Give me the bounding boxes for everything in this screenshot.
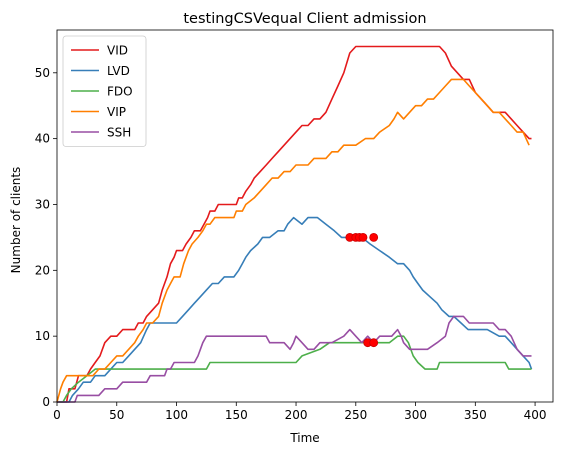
x-tick-label: 400 <box>524 408 547 422</box>
marker-point <box>370 233 378 241</box>
legend-label-lvd: LVD <box>107 64 130 78</box>
marker-point <box>370 339 378 347</box>
x-tick-label: 50 <box>109 408 124 422</box>
y-axis-label: Number of clients <box>9 167 23 274</box>
x-tick-label: 0 <box>53 408 61 422</box>
y-tick-label: 50 <box>35 66 50 80</box>
x-tick-label: 150 <box>225 408 248 422</box>
x-tick-label: 100 <box>165 408 188 422</box>
x-tick-label: 200 <box>285 408 308 422</box>
x-tick-label: 300 <box>404 408 427 422</box>
legend: VID LVD FDO VIP SSH <box>63 36 146 147</box>
legend-label-vip: VIP <box>107 105 126 119</box>
legend-label-fdo: FDO <box>107 85 133 99</box>
x-tick-label: 250 <box>344 408 367 422</box>
y-tick-label: 30 <box>35 197 50 211</box>
x-axis-label: Time <box>289 431 319 445</box>
chart-title: testingCSVequal Client admission <box>183 11 426 27</box>
y-tick-label: 20 <box>35 263 50 277</box>
marker-point <box>359 233 367 241</box>
y-tick-label: 40 <box>35 132 50 146</box>
y-tick-label: 10 <box>35 329 50 343</box>
x-tick-label: 350 <box>464 408 487 422</box>
legend-label-ssh: SSH <box>107 126 131 140</box>
legend-label-vid: VID <box>107 44 128 58</box>
y-tick-label: 0 <box>42 395 50 409</box>
